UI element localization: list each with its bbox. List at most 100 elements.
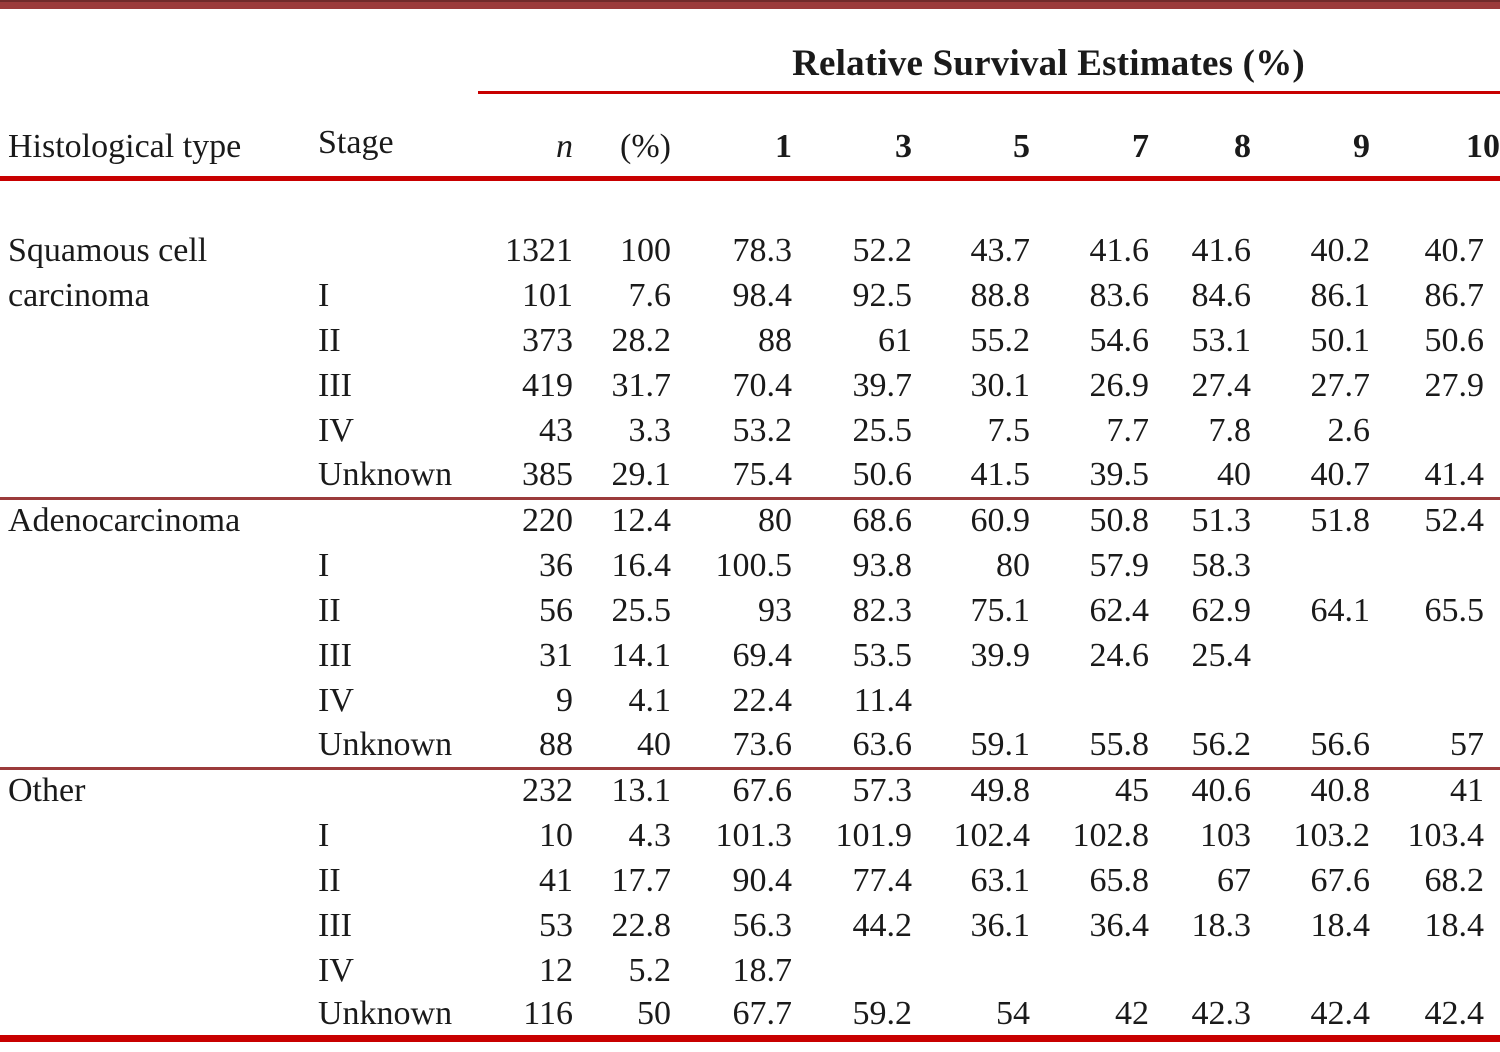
histological-type-cell	[0, 588, 310, 633]
pct-cell: 13.1	[611, 772, 672, 810]
survival-year-9-cell: 86.1	[1310, 276, 1371, 314]
survival-year-9-cell: 103.2	[1293, 816, 1371, 854]
survival-year-10-cell: 41	[1450, 772, 1485, 810]
stage-cell: III	[318, 636, 352, 674]
survival-year-1-cell: 67.6	[732, 772, 793, 810]
survival-year-10-cell: 57	[1370, 723, 1500, 770]
table-row: carcinoma I 101 7.6 98.4 92.5 88.8 83.6 84.6 86.1…	[0, 273, 1500, 318]
survival-year-8-cell: 40	[1149, 453, 1251, 500]
survival-year-9-cell: 18.4	[1310, 906, 1371, 944]
stage-cell	[310, 498, 478, 543]
survival-year-5-cell: 43.7	[970, 231, 1031, 269]
stage-cell: IV	[318, 411, 354, 449]
col-header-year-10: 10	[1370, 92, 1500, 181]
survival-year-9-cell: 40.8	[1310, 772, 1371, 810]
survival-year-5-cell: 49.8	[970, 772, 1031, 810]
histological-type-cell	[0, 813, 310, 858]
survival-year-9-cell	[1251, 543, 1370, 588]
survival-year-5-cell: 7.5	[987, 411, 1031, 449]
col-header-year-3: 3	[792, 92, 912, 181]
n-cell: 101	[522, 276, 573, 314]
survival-year-10-cell: 18.4	[1424, 906, 1485, 944]
survival-year-10-cell: 27.9	[1424, 366, 1485, 404]
histological-type-cell	[0, 633, 310, 678]
table-row: Unknown 116 50 67.7 59.2 54 42 42.3 42.4 42.4	[0, 993, 1500, 1038]
stage-cell: III	[318, 906, 352, 944]
survival-year-7-cell: 65.8	[1089, 861, 1150, 899]
survival-year-1-cell: 67.7	[732, 994, 793, 1032]
survival-year-9-cell: 2.6	[1327, 411, 1371, 449]
col-header-year-5: 5	[912, 92, 1030, 181]
col-header-year-8: 8	[1149, 92, 1251, 181]
survival-year-1-cell: 53.2	[732, 411, 793, 449]
survival-year-5-cell: 55.2	[970, 321, 1031, 359]
col-header-histological-type: Histological type	[0, 92, 310, 181]
table-row: II 41 17.7 90.4 77.4 63.1 65.8 67 67.6 68.2	[0, 858, 1500, 903]
pct-cell: 31.7	[611, 366, 672, 404]
survival-year-7-cell: 24.6	[1089, 636, 1150, 674]
survival-year-1-cell: 78.3	[732, 231, 793, 269]
survival-year-1-cell: 56.3	[732, 906, 793, 944]
histological-type-cell: Other	[8, 772, 86, 810]
histological-type-cell: Adenocarcinoma	[8, 502, 241, 540]
survival-year-1-cell: 75.4	[671, 453, 792, 500]
histological-type-cell	[0, 723, 310, 770]
survival-year-3-cell: 11.4	[853, 681, 912, 719]
survival-year-8-cell: 103	[1200, 816, 1251, 854]
table-row: IV 9 4.1 22.4 11.4	[0, 678, 1500, 723]
survival-year-8-cell: 18.3	[1191, 906, 1252, 944]
survival-year-8-cell: 56.2	[1149, 723, 1251, 770]
survival-year-10-cell	[1370, 633, 1500, 678]
survival-year-8-cell: 42.3	[1191, 994, 1252, 1032]
survival-year-3-cell: 57.3	[852, 772, 913, 810]
survival-year-5-cell: 36.1	[970, 906, 1031, 944]
pct-cell: 4.3	[628, 816, 672, 854]
table-title-row: Relative Survival Estimates (%)	[0, 9, 1500, 94]
n-cell: 9	[556, 681, 573, 719]
n-cell: 88	[478, 723, 573, 770]
survival-year-3-cell: 93.8	[852, 546, 913, 584]
table-body: Squamous cell 1321 100 78.3 52.2 43.7 41.6 41.6…	[0, 228, 1500, 1038]
pct-cell: 50	[637, 994, 671, 1032]
n-cell: 1321	[505, 231, 573, 269]
survival-year-8-cell: 58.3	[1191, 546, 1252, 584]
survival-year-1-cell: 90.4	[732, 861, 793, 899]
pct-cell: 3.3	[628, 411, 672, 449]
pct-cell: 12.4	[611, 502, 672, 540]
survival-year-10-cell: 42.4	[1424, 994, 1485, 1032]
survival-year-3-cell: 82.3	[852, 591, 913, 629]
survival-year-8-cell: 51.3	[1191, 502, 1252, 540]
survival-year-10-cell: 50.6	[1424, 321, 1485, 359]
relative-survival-table: Relative Survival Estimates (%) Histolog…	[0, 9, 1500, 1042]
survival-year-5-cell: 88.8	[970, 276, 1031, 314]
survival-year-1-cell: 22.4	[732, 681, 793, 719]
n-cell: 41	[539, 861, 573, 899]
n-cell: 232	[522, 772, 573, 810]
survival-year-10-cell: 65.5	[1424, 591, 1485, 629]
table-row: III 31 14.1 69.4 53.5 39.9 24.6 25.4	[0, 633, 1500, 678]
col-header-pct: (%)	[573, 92, 671, 181]
col-header-n: n	[478, 92, 573, 181]
survival-year-9-cell: 67.6	[1310, 861, 1371, 899]
survival-year-3-cell: 53.5	[852, 636, 913, 674]
stage-cell: I	[318, 546, 330, 584]
table-row: I 36 16.4 100.5 93.8 80 57.9 58.3	[0, 543, 1500, 588]
survival-year-10-cell: 40.7	[1424, 231, 1485, 269]
histological-type-cell	[0, 678, 310, 723]
stage-cell: Unknown	[310, 453, 478, 500]
survival-year-9-cell: 27.7	[1310, 366, 1371, 404]
histological-type-cell	[0, 993, 310, 1038]
survival-year-10-cell: 41.4	[1370, 453, 1500, 500]
table-title: Relative Survival Estimates (%)	[478, 9, 1500, 94]
survival-year-1-cell: 80	[758, 502, 792, 540]
survival-year-9-cell	[1251, 948, 1370, 993]
survival-year-7-cell: 62.4	[1089, 591, 1150, 629]
survival-year-3-cell: 61	[878, 321, 912, 359]
survival-year-8-cell: 84.6	[1191, 276, 1252, 314]
survival-year-8-cell	[1149, 948, 1251, 993]
survival-year-1-cell: 70.4	[732, 366, 793, 404]
survival-year-3-cell: 68.6	[852, 502, 913, 540]
table-row: Unknown 88 40 73.6 63.6 59.1 55.8 56.2 56.6 57	[0, 723, 1500, 770]
survival-year-10-cell	[1370, 948, 1500, 993]
